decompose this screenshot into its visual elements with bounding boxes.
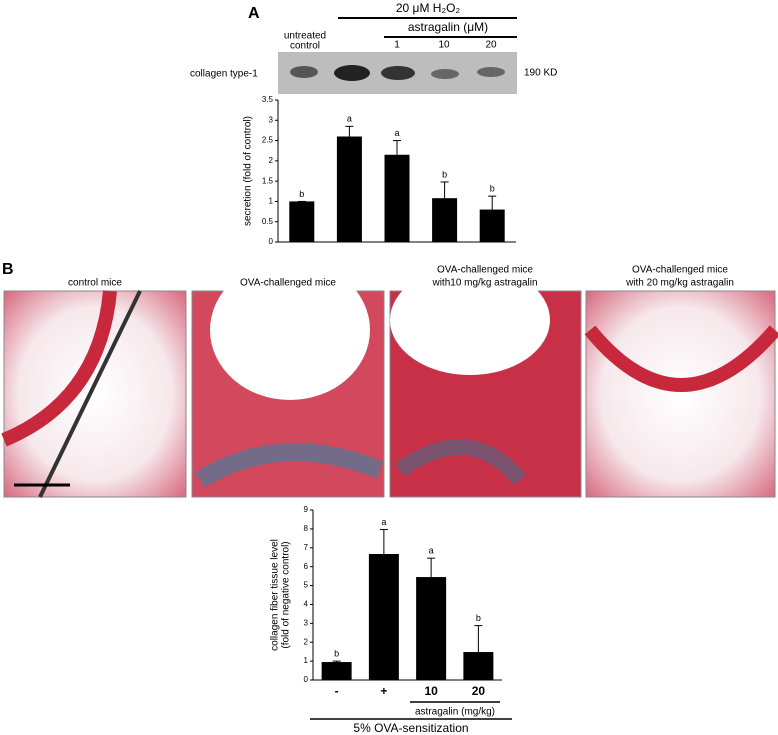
image-caption: with 20 mg/kg astragalin (625, 278, 734, 289)
bar (479, 209, 505, 242)
lane-label: 1 (394, 40, 400, 51)
y-axis-label: (fold of negative control) (281, 541, 292, 648)
panel-label: B (2, 261, 14, 278)
band (381, 66, 415, 80)
bar (336, 136, 362, 242)
group-label: 5% OVA-sensitization (353, 721, 468, 735)
y-tick-label: 8 (304, 524, 309, 533)
annotation: b (490, 184, 495, 194)
protein-label: collagen type-1 (190, 69, 258, 80)
y-tick-label: 2 (269, 156, 274, 165)
annotation: a (394, 128, 399, 138)
bar (463, 652, 494, 680)
y-tick-label: 1 (304, 656, 309, 665)
y-tick-label: 0 (269, 237, 274, 246)
band (477, 67, 505, 77)
x-tick-label: 20 (472, 684, 486, 698)
image-caption: control mice (68, 278, 122, 289)
y-tick-label: 1.5 (262, 176, 274, 185)
y-tick-label: 3 (269, 115, 274, 124)
image-caption: OVA-challenged mice (632, 265, 728, 276)
drug-label: astragalin (μM) (408, 20, 488, 34)
group-label: astragalin (mg/kg) (415, 707, 495, 718)
histology (1, 260, 778, 498)
bar (416, 577, 447, 680)
bar (432, 198, 458, 242)
y-tick-label: 6 (304, 562, 309, 571)
x-tick-label: - (335, 684, 339, 698)
y-tick-label: 3.5 (262, 95, 274, 104)
x-tick-label: + (380, 684, 387, 698)
y-tick-label: 3 (304, 618, 309, 627)
y-axis-label: collagen fiber tissue level (270, 539, 281, 651)
band (431, 69, 459, 79)
y-tick-label: 7 (304, 543, 309, 552)
annotation: b (299, 189, 304, 199)
y-tick-label: 5 (304, 581, 309, 590)
image-caption: OVA-challenged mice (437, 265, 533, 276)
band (334, 65, 370, 81)
panel-label: A (248, 5, 260, 22)
lane-label: control (290, 41, 320, 52)
bar (368, 554, 399, 680)
band (290, 66, 318, 78)
bar (321, 662, 352, 680)
annotation: a (381, 517, 386, 527)
x-tick-label: 10 (424, 684, 438, 698)
y-tick-label: 0 (304, 675, 309, 684)
y-tick-label: 0.5 (262, 217, 274, 226)
y-tick-label: 2 (304, 637, 309, 646)
annotation: a (429, 546, 434, 556)
y-tick-label: 1 (269, 197, 274, 206)
y-tick-label: 4 (304, 600, 309, 609)
treatment-label: 20 μM H₂O₂ (396, 1, 461, 15)
annotation: a (347, 114, 352, 124)
lane-label: untreated (284, 31, 326, 42)
lane-label: 10 (438, 40, 450, 51)
size-label: 190 KD (524, 68, 557, 79)
lane-label: 20 (485, 40, 497, 51)
bar (289, 201, 315, 242)
image-caption: with10 mg/kg astragalin (431, 278, 537, 289)
annotation: b (476, 613, 481, 623)
annotation: b (334, 648, 339, 658)
y-tick-label: 2.5 (262, 136, 274, 145)
bar (384, 154, 410, 242)
annotation: b (442, 169, 447, 179)
image-caption: OVA-challenged mice (240, 278, 336, 289)
y-tick-label: 9 (304, 505, 309, 514)
y-axis-label: secretion (fold of control) (243, 116, 254, 226)
